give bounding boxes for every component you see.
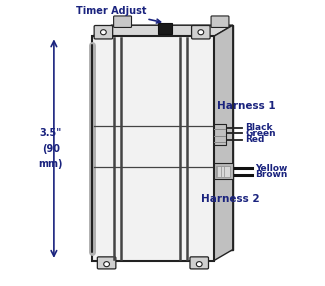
Circle shape <box>198 30 204 35</box>
Polygon shape <box>92 25 233 36</box>
Bar <box>158 23 172 34</box>
Bar <box>214 124 226 144</box>
Polygon shape <box>214 25 233 261</box>
Text: Brown: Brown <box>255 170 288 180</box>
Text: mm): mm) <box>38 159 63 169</box>
FancyBboxPatch shape <box>97 257 116 269</box>
Text: Black: Black <box>246 123 273 132</box>
Circle shape <box>100 30 106 35</box>
Text: Timer Adjust: Timer Adjust <box>76 6 161 23</box>
FancyBboxPatch shape <box>94 25 113 39</box>
Text: Yellow: Yellow <box>255 164 288 173</box>
Polygon shape <box>92 36 214 261</box>
Text: Harness 2: Harness 2 <box>201 194 259 204</box>
FancyBboxPatch shape <box>114 16 132 27</box>
Text: Red: Red <box>246 135 265 144</box>
FancyBboxPatch shape <box>191 25 210 39</box>
Text: Harness 1: Harness 1 <box>217 101 275 111</box>
FancyBboxPatch shape <box>211 16 229 27</box>
Text: 3.5": 3.5" <box>40 128 62 138</box>
Text: (90: (90 <box>42 144 60 154</box>
Polygon shape <box>111 25 233 250</box>
Text: Green: Green <box>246 129 276 138</box>
Bar <box>216 166 230 176</box>
Bar <box>214 163 233 179</box>
FancyBboxPatch shape <box>190 257 209 269</box>
Circle shape <box>104 262 110 267</box>
Circle shape <box>196 262 202 267</box>
